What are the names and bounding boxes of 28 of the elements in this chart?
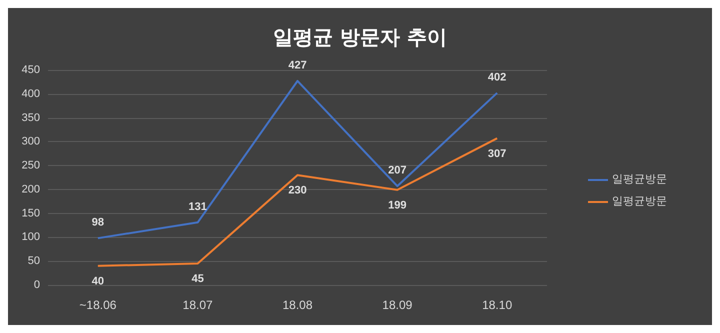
y-tick-label: 300	[22, 136, 40, 148]
data-label: 230	[288, 184, 307, 197]
x-tick-label: 18.10	[482, 298, 512, 312]
x-tick-label: 18.07	[182, 298, 214, 312]
legend-label: 일평균방문	[612, 196, 667, 208]
y-tick-label: 150	[22, 207, 40, 220]
y-tick-label: 350	[22, 112, 40, 124]
x-tick-label: ~18.06	[79, 298, 117, 312]
data-label: 40	[92, 275, 104, 288]
data-label: 307	[488, 148, 506, 160]
data-label: 199	[388, 199, 406, 212]
data-label: 427	[288, 59, 307, 72]
y-tick-label: 400	[22, 88, 40, 100]
data-label: 98	[92, 216, 104, 229]
y-tick-label: 0	[34, 279, 40, 291]
chart-title: 일평균 방문자 추이	[273, 25, 447, 49]
data-label: 402	[488, 71, 506, 84]
x-tick-label: 18.08	[282, 298, 313, 312]
data-label: 45	[192, 273, 204, 285]
data-label: 207	[388, 164, 406, 177]
y-tick-label: 50	[28, 255, 40, 268]
y-tick-label: 450	[22, 64, 40, 76]
x-tick-label: 18.09	[382, 298, 413, 312]
y-tick-label: 100	[22, 231, 40, 244]
y-tick-label: 250	[22, 160, 40, 172]
y-tick-label: 200	[22, 183, 40, 196]
data-label: 131	[188, 200, 207, 213]
legend-label: 일평균방문	[612, 174, 667, 186]
